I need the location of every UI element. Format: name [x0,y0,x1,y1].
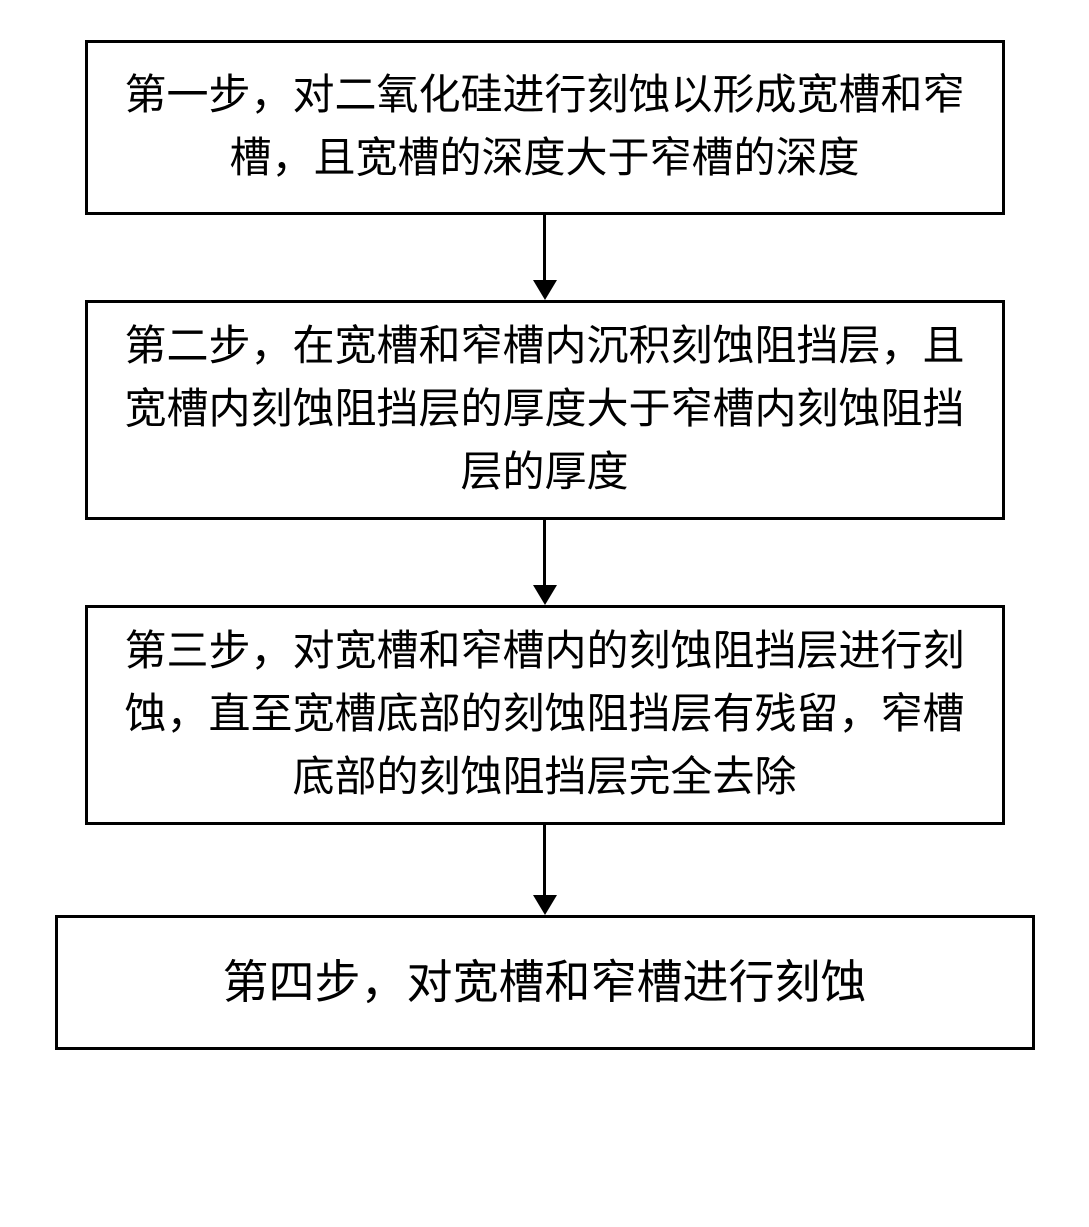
arrow-head-icon [533,895,557,915]
flowchart-arrow-3 [533,825,557,915]
arrow-line [543,825,546,895]
flowchart-arrow-2 [533,520,557,605]
arrow-head-icon [533,280,557,300]
flowchart-arrow-1 [533,215,557,300]
arrow-line [543,520,546,585]
arrow-head-icon [533,585,557,605]
flowchart-step-2: 第二步，在宽槽和窄槽内沉积刻蚀阻挡层，且宽槽内刻蚀阻挡层的厚度大于窄槽内刻蚀阻挡… [85,300,1005,520]
flowchart-step-4: 第四步，对宽槽和窄槽进行刻蚀 [55,915,1035,1050]
flowchart-step-3: 第三步，对宽槽和窄槽内的刻蚀阻挡层进行刻蚀，直至宽槽底部的刻蚀阻挡层有残留，窄槽… [85,605,1005,825]
flowchart-container: 第一步，对二氧化硅进行刻蚀以形成宽槽和窄槽，且宽槽的深度大于窄槽的深度第二步，在… [0,40,1089,1050]
arrow-line [543,215,546,280]
flowchart-step-1: 第一步，对二氧化硅进行刻蚀以形成宽槽和窄槽，且宽槽的深度大于窄槽的深度 [85,40,1005,215]
